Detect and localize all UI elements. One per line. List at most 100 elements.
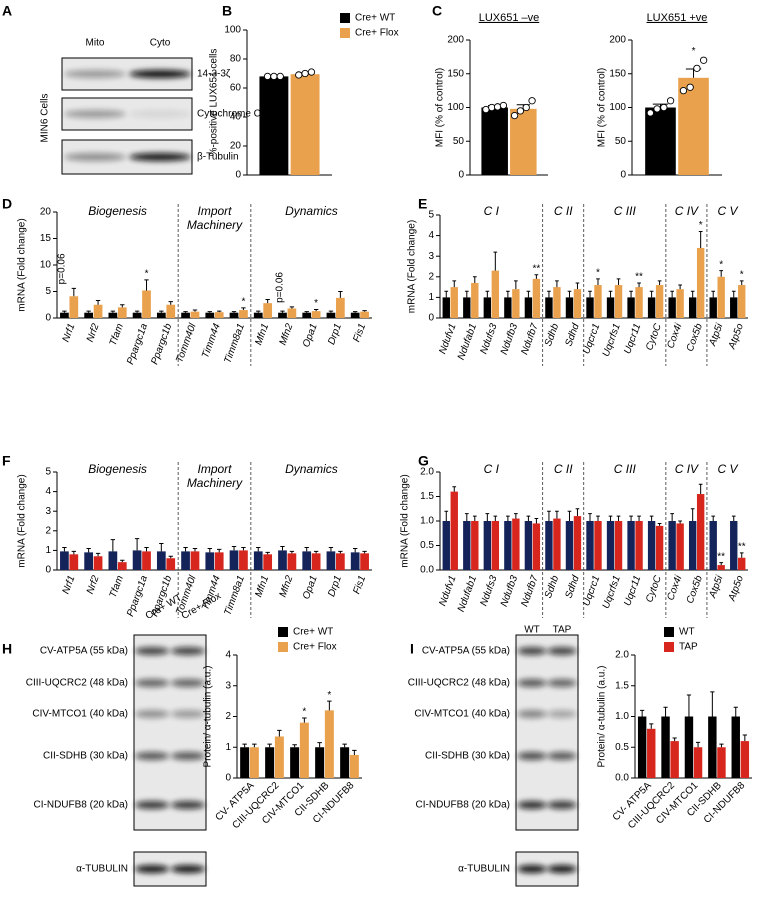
error-bar (280, 545, 285, 551)
bar (324, 710, 334, 778)
blot-band (134, 647, 170, 655)
blot-band (134, 865, 170, 873)
error-bar (616, 515, 621, 521)
legend-swatch (664, 642, 674, 652)
annotation: p=0.06 (56, 253, 67, 284)
y-axis-label: mRNA (Fold change) (400, 474, 411, 567)
error-bar (304, 546, 309, 552)
error-bar (575, 282, 580, 290)
blot-band (129, 70, 191, 78)
group-label: Dynamics (285, 204, 338, 218)
data-point (646, 109, 655, 117)
blot-band (517, 647, 547, 655)
error-bar (672, 737, 677, 742)
bar (156, 312, 166, 318)
y-axis-label: mRNA (Fold change) (17, 218, 28, 311)
bar (253, 312, 263, 318)
blot-band (170, 801, 206, 809)
y-axis-label: Protein/ α-tubulin (a.u.) (597, 666, 608, 768)
error-bar (62, 310, 67, 313)
bar (263, 303, 273, 318)
bar (181, 312, 190, 318)
blot-band (129, 110, 191, 118)
band-label: CI-NDUFB8 (20 kDa) (416, 800, 510, 811)
lane-label: Mito (86, 38, 105, 49)
annotation: * (740, 270, 744, 281)
error-bar (506, 290, 510, 298)
panel-letter: G (418, 453, 429, 469)
bar (731, 716, 740, 778)
bar (637, 716, 647, 778)
bar (696, 494, 705, 570)
data-point (276, 72, 284, 81)
error-bar (670, 290, 674, 298)
data-point (499, 101, 508, 110)
blot-band (134, 801, 170, 809)
bar (60, 312, 69, 318)
bar (108, 551, 118, 570)
bar (360, 311, 369, 318)
legend-swatch (340, 13, 350, 23)
y-axis-label: mRNA (Fold change) (407, 220, 418, 313)
bar (738, 285, 746, 318)
error-bar (95, 552, 101, 557)
error-bar (493, 515, 498, 521)
bar (117, 562, 127, 570)
error-bar (464, 290, 469, 298)
error-bar (567, 290, 572, 298)
error-bar (134, 310, 140, 313)
error-bar (678, 284, 682, 290)
data-point (699, 56, 708, 64)
bar (249, 747, 259, 778)
bar (166, 304, 176, 318)
bar (240, 747, 250, 778)
y-tick-label: 0.0 (420, 565, 434, 576)
data-point (666, 97, 675, 105)
error-bar (555, 510, 559, 519)
error-bar (742, 734, 747, 742)
bar (668, 521, 676, 570)
bar (688, 297, 697, 318)
bar (483, 521, 492, 570)
error-bar (265, 298, 270, 304)
y-tick-label: 5 (45, 286, 51, 297)
bar (69, 554, 79, 570)
group-label: Import Machinery (187, 204, 243, 232)
blot-band (134, 752, 170, 760)
error-bar (159, 543, 164, 552)
bar (117, 307, 127, 318)
y-tick-label: 100 (609, 102, 626, 113)
error-bar (472, 276, 477, 283)
band-label: CI-NDUFB8 (20 kDa) (34, 800, 128, 811)
lane-label: WT (524, 625, 540, 636)
bar (545, 521, 553, 570)
bar (350, 312, 360, 318)
error-bar (183, 311, 188, 313)
error-bar (596, 515, 600, 521)
y-tick-label: 100 (224, 25, 241, 36)
y-tick-label: 0 (45, 565, 51, 576)
blot-band (517, 801, 547, 809)
chart-title: LUX651 +ve (647, 12, 708, 24)
legend-label: Cre+ WT (293, 627, 333, 638)
bar (627, 521, 635, 570)
error-bar (217, 310, 222, 313)
y-axis-label: MFI (% of control) (597, 68, 608, 147)
group-label: C V (717, 204, 738, 218)
blot-band (134, 679, 170, 687)
bar (553, 518, 561, 570)
bar (93, 556, 103, 570)
error-bar (313, 550, 319, 554)
y-tick-label: 20 (40, 207, 52, 218)
error-bar (304, 311, 309, 313)
error-bar (86, 310, 91, 313)
bar (708, 716, 717, 778)
bar (573, 516, 582, 570)
bar (709, 521, 717, 570)
group-label: Biogenesis (88, 204, 147, 218)
band-label: β-Tubulin (197, 152, 239, 163)
y-tick-label: 3 (428, 251, 434, 262)
bar (326, 551, 336, 570)
data-point (653, 105, 661, 113)
